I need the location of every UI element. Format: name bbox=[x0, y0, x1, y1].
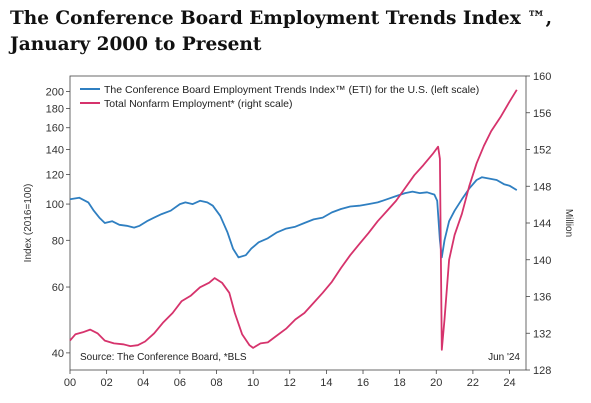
x-axis-ticks: 00 02 04 06 08 10 12 14 16 18 20 22 24 bbox=[64, 370, 516, 389]
x-tick-label: 08 bbox=[210, 377, 222, 389]
title-line-1: The Conference Board Employment Trends I… bbox=[10, 8, 553, 29]
right-tick-label: 160 bbox=[533, 71, 551, 83]
right-tick-label: 140 bbox=[533, 255, 551, 267]
left-tick-label: 120 bbox=[46, 169, 64, 181]
left-tick-label: 100 bbox=[46, 199, 64, 211]
x-tick-label: 16 bbox=[357, 377, 369, 389]
x-tick-label: 04 bbox=[137, 377, 149, 389]
right-tick-label: 156 bbox=[533, 108, 551, 120]
legend-label-employment: Total Nonfarm Employment* (right scale) bbox=[104, 98, 292, 110]
left-tick-label: 180 bbox=[46, 104, 64, 116]
right-tick-label: 136 bbox=[533, 292, 551, 304]
chart-title: The Conference Board Employment Trends I… bbox=[10, 6, 585, 58]
right-tick-label: 144 bbox=[533, 218, 551, 230]
employment-series-line bbox=[69, 89, 518, 351]
x-tick-label: 02 bbox=[101, 377, 113, 389]
legend-label-eti: The Conference Board Employment Trends I… bbox=[104, 84, 479, 96]
x-tick-label: 14 bbox=[320, 377, 332, 389]
right-axis-title: Million bbox=[563, 209, 574, 237]
right-tick-label: 132 bbox=[533, 328, 551, 340]
title-line-2: January 2000 to Present bbox=[10, 34, 262, 55]
series-lines bbox=[69, 89, 518, 351]
x-tick-label: 06 bbox=[174, 377, 186, 389]
right-tick-label: 148 bbox=[533, 181, 551, 193]
left-tick-label: 40 bbox=[52, 348, 64, 360]
right-tick-label: 128 bbox=[533, 365, 551, 377]
x-tick-label: 24 bbox=[503, 377, 515, 389]
left-axis-ticks: 40 60 80 100 120 140 160 180 200 bbox=[46, 86, 70, 360]
date-label: Jun '24 bbox=[488, 352, 520, 363]
right-tick-label: 152 bbox=[533, 145, 551, 157]
left-axis-title: Index (2016=100) bbox=[23, 184, 34, 263]
source-note: Source: The Conference Board, *BLS bbox=[80, 352, 247, 363]
left-tick-label: 200 bbox=[46, 86, 64, 98]
x-tick-label: 18 bbox=[394, 377, 406, 389]
x-tick-label: 20 bbox=[430, 377, 442, 389]
left-tick-label: 80 bbox=[52, 235, 64, 247]
right-axis-ticks: 128 132 136 140 144 148 152 156 160 bbox=[526, 71, 551, 377]
x-tick-label: 00 bbox=[64, 377, 76, 389]
eti-series-line bbox=[69, 176, 518, 259]
x-tick-label: 12 bbox=[284, 377, 296, 389]
legend: The Conference Board Employment Trends I… bbox=[80, 84, 479, 110]
plot-frame bbox=[69, 75, 527, 371]
x-tick-label: 10 bbox=[247, 377, 259, 389]
left-tick-label: 140 bbox=[46, 144, 64, 156]
left-tick-label: 60 bbox=[52, 282, 64, 294]
x-tick-label: 22 bbox=[467, 377, 479, 389]
left-tick-label: 160 bbox=[46, 123, 64, 135]
